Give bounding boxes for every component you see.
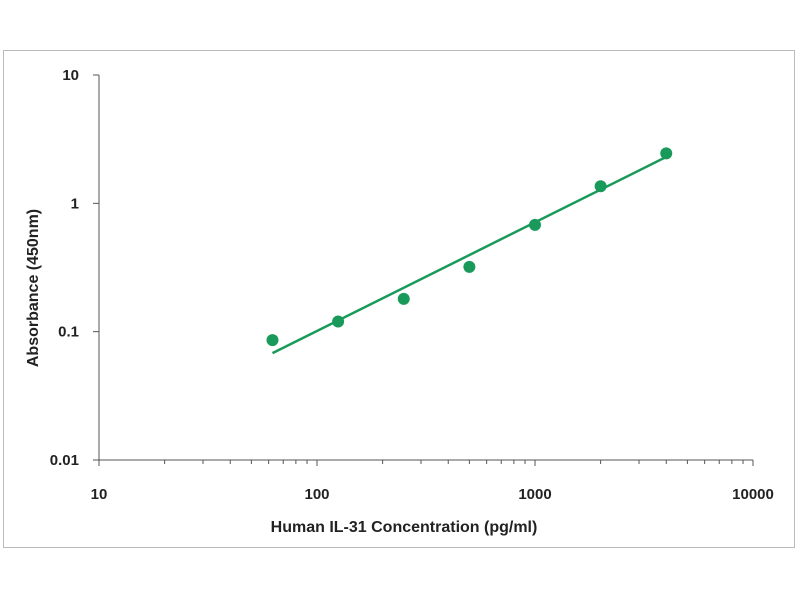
x-tick-label: 10000 xyxy=(732,486,774,503)
data-point xyxy=(660,147,673,160)
data-point xyxy=(332,315,345,328)
y-tick-label: 0.01 xyxy=(50,452,79,469)
chart-frame xyxy=(3,50,795,548)
fit-line xyxy=(271,155,667,355)
data-point xyxy=(266,334,279,347)
y-tick-label: 1 xyxy=(71,195,79,212)
y-tick-label: 0.1 xyxy=(58,324,79,341)
data-point xyxy=(529,218,541,231)
data-point xyxy=(463,260,476,273)
x-tick-label: 10 xyxy=(91,486,108,503)
data-point xyxy=(594,180,607,193)
x-tick-label: 1000 xyxy=(518,486,551,503)
x-axis-label: Human IL-31 Concentration (pg/ml) xyxy=(271,519,538,536)
y-axis-label: Absorbance (450nm) xyxy=(25,209,42,367)
y-tick-label: 10 xyxy=(62,67,79,84)
x-tick-label: 100 xyxy=(304,486,329,503)
data-point xyxy=(397,292,410,305)
